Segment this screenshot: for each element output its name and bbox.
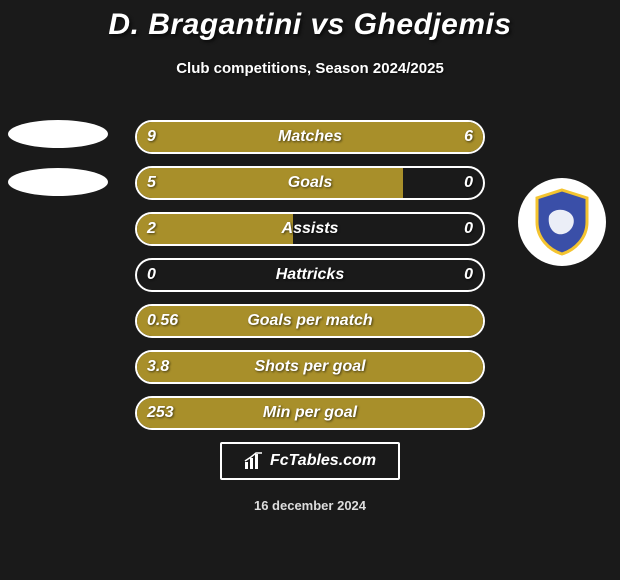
stat-row: Min per goal253 [135,396,485,430]
branding-text: FcTables.com [270,452,376,470]
shield-icon [533,188,591,256]
stat-row: Matches96 [135,120,485,154]
player2-name: Ghedjemis [354,8,512,41]
bar-segment-left [137,214,293,244]
player1-name: D. Bragantini [108,8,301,41]
placeholder-ellipse-icon [8,120,108,148]
bar-segment-left [137,306,483,336]
stat-row: Hattricks00 [135,258,485,292]
stat-bars: Matches96 Goals50 Assists20 Hattricks00 Goal… [135,120,485,442]
bar-track [135,350,485,384]
bar-track [135,166,485,200]
comparison-card: D. Bragantini vs Ghedjemis Club competit… [0,0,620,580]
right-club-crest [518,178,606,266]
stat-row: Goals per match0.56 [135,304,485,338]
bar-segment-left [137,122,345,152]
bar-segment-left [137,352,483,382]
bar-segment-right [345,122,483,152]
stat-row: Assists20 [135,212,485,246]
bar-track [135,258,485,292]
date-label: 16 december 2024 [0,498,620,513]
bar-segment-left [137,168,403,198]
bar-track [135,304,485,338]
stat-row: Shots per goal3.8 [135,350,485,384]
bar-chart-icon [244,452,264,470]
left-club-badge [8,120,108,220]
bar-track [135,396,485,430]
bar-segment-left [137,398,483,428]
placeholder-ellipse-icon [8,168,108,196]
page-title: D. Bragantini vs Ghedjemis [0,8,620,42]
stat-row: Goals50 [135,166,485,200]
bar-track [135,120,485,154]
bar-track [135,212,485,246]
subtitle: Club competitions, Season 2024/2025 [0,60,620,77]
branding-badge: FcTables.com [220,442,400,480]
vs-label: vs [310,8,344,41]
